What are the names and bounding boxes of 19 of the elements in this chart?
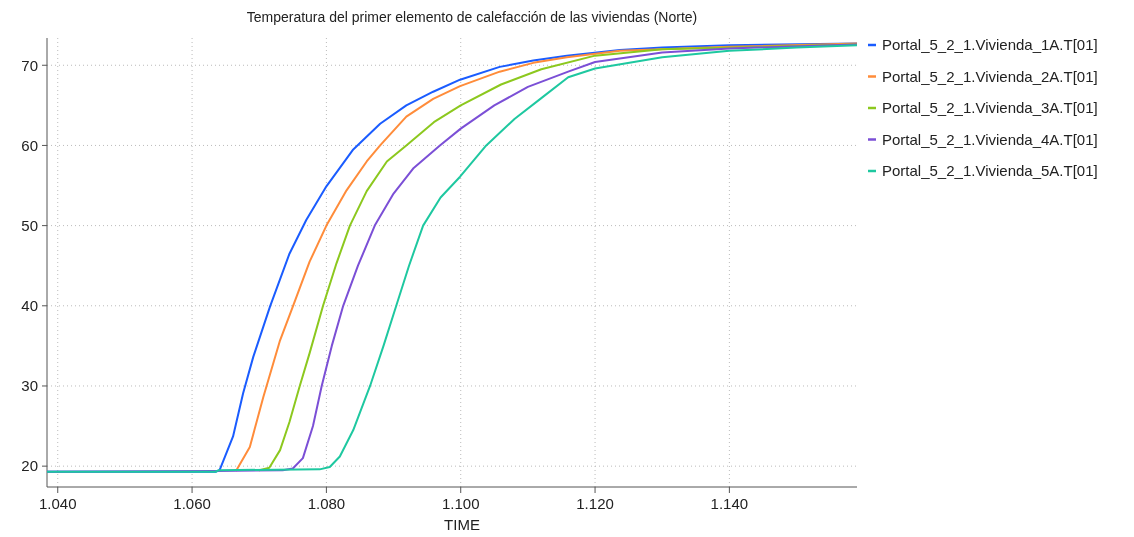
- chart-title: Temperatura del primer elemento de calefacción de las viviendas (Norte): [246, 9, 698, 25]
- y-tick-label: 30: [21, 377, 38, 395]
- y-tick-label: 60: [21, 136, 38, 154]
- legend-label: Portal_5_2_1.Vivienda_4A.T[01]: [882, 130, 1098, 148]
- x-tick-label: 1.040: [38, 495, 77, 512]
- legend-label: Portal_5_2_1.Vivienda_1A.T[01]: [882, 36, 1098, 54]
- x-tick-label: 1.120: [576, 495, 614, 512]
- x-tick-label: 1.140: [710, 495, 749, 512]
- x-tick-label: 1.100: [441, 495, 480, 512]
- y-tick-label: 70: [21, 56, 38, 74]
- legend-label: Portal_5_2_1.Vivienda_3A.T[01]: [882, 99, 1098, 117]
- legend-label: Portal_5_2_1.Vivienda_2A.T[01]: [882, 67, 1098, 85]
- x-tick-label: 1.080: [307, 495, 346, 512]
- y-tick-label: 20: [21, 457, 38, 475]
- y-tick-label: 40: [21, 297, 38, 315]
- x-tick-label: 1.060: [173, 495, 211, 512]
- x-axis-title: TIME: [444, 516, 480, 533]
- y-tick-label: 50: [21, 216, 38, 234]
- legend-label: Portal_5_2_1.Vivienda_5A.T[01]: [882, 162, 1098, 180]
